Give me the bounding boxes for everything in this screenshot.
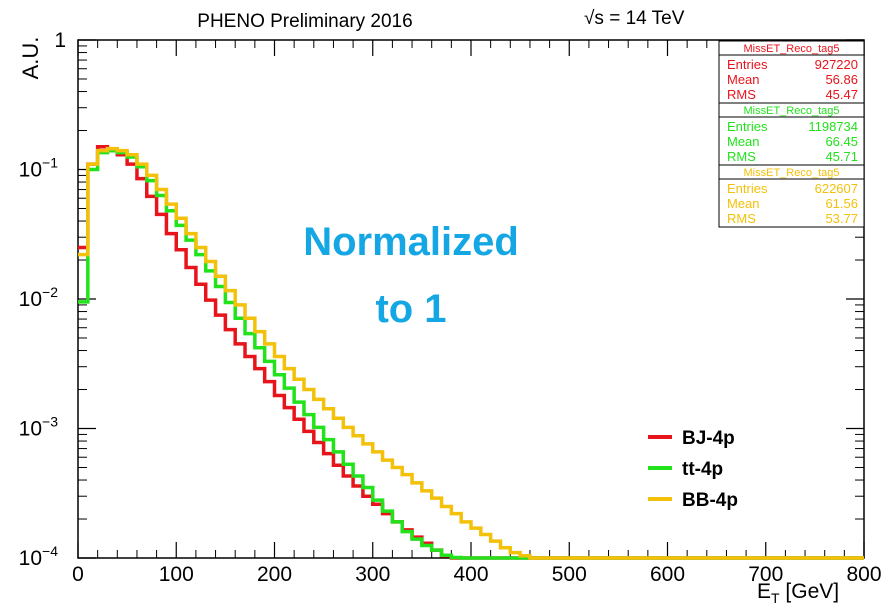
stat-box-name: MissET_Reco_tag5 xyxy=(744,105,840,117)
x-tick-label: 800 xyxy=(846,563,881,586)
y-tick-label: 10−1 xyxy=(19,155,59,182)
y-tick-base: 10 xyxy=(19,547,42,570)
stat-box-name: MissET_Reco_tag5 xyxy=(744,43,840,55)
y-tick-base: 10 xyxy=(19,418,42,441)
x-tick-label: 700 xyxy=(748,563,783,586)
y-axis-label: A.U. xyxy=(18,37,43,80)
stat-box xyxy=(718,102,865,166)
y-tick-label: 1 xyxy=(54,29,66,52)
stat-label: Entries xyxy=(727,181,768,196)
annotation-line2: to 1 xyxy=(375,287,446,331)
x-tick-label: 300 xyxy=(355,563,390,586)
stat-boxes: MissET_Reco_tag5 Entries 927220 Mean 56.86 RM… xyxy=(718,40,865,228)
y-tick-base: 10 xyxy=(19,159,42,182)
stat-label: Entries xyxy=(727,119,768,134)
stat-label: Mean xyxy=(727,196,760,211)
energy-label: √s = 14 TeV xyxy=(584,8,685,29)
stat-label: Entries xyxy=(727,57,768,72)
x-axis: 0 100 200 300 400 500 600 700 800 xyxy=(72,40,882,586)
legend: BJ-4p tt-4p BB-4p xyxy=(648,428,738,511)
x-tick-label: 0 xyxy=(72,563,84,586)
stat-box xyxy=(718,164,865,228)
stat-label: Mean xyxy=(727,72,760,87)
chart-title: PHENO Preliminary 2016 xyxy=(197,11,412,32)
x-tick-label: 400 xyxy=(453,563,488,586)
stat-label: RMS xyxy=(727,211,756,226)
x-axis-label-subscript: T xyxy=(771,590,780,603)
legend-label: tt-4p xyxy=(682,459,723,480)
legend-label: BB-4p xyxy=(682,490,738,511)
histogram-BB-4p xyxy=(78,146,864,560)
stat-value: 56.86 xyxy=(825,72,858,87)
series-layer xyxy=(78,144,864,560)
stat-value: 53.77 xyxy=(825,211,858,226)
legend-label: BJ-4p xyxy=(682,428,735,449)
annotation-line1: Normalized xyxy=(303,220,519,264)
stat-label: RMS xyxy=(727,87,756,102)
x-axis-label-main: E xyxy=(757,580,771,603)
stat-box-name: MissET_Reco_tag5 xyxy=(744,167,840,179)
y-tick-label: 10−3 xyxy=(19,414,59,441)
x-axis-label: ET [GeV] xyxy=(757,580,839,603)
stat-value: 66.45 xyxy=(825,134,858,149)
stat-value: 45.47 xyxy=(825,87,858,102)
stat-box xyxy=(718,40,865,104)
y-tick-exponent: −4 xyxy=(42,543,58,559)
stat-value: 622607 xyxy=(815,181,858,196)
y-tick-base: 10 xyxy=(19,288,42,311)
stat-label: RMS xyxy=(727,149,756,164)
x-tick-label: 100 xyxy=(159,563,194,586)
stat-value: 927220 xyxy=(815,57,858,72)
y-tick-exponent: −3 xyxy=(42,414,58,430)
stat-label: Mean xyxy=(727,134,760,149)
y-tick-exponent: −1 xyxy=(42,155,58,171)
y-tick-label: 10−2 xyxy=(19,284,59,311)
stat-value: 45.71 xyxy=(825,149,858,164)
x-axis-label-unit: [GeV] xyxy=(780,580,840,603)
stat-value: 61.56 xyxy=(825,196,858,211)
y-tick-label: 10−4 xyxy=(19,543,59,570)
x-tick-label: 200 xyxy=(257,563,292,586)
stat-value: 1198734 xyxy=(808,119,858,134)
x-tick-label: 500 xyxy=(552,563,587,586)
y-tick-exponent: −2 xyxy=(42,284,58,300)
x-tick-label: 600 xyxy=(650,563,685,586)
